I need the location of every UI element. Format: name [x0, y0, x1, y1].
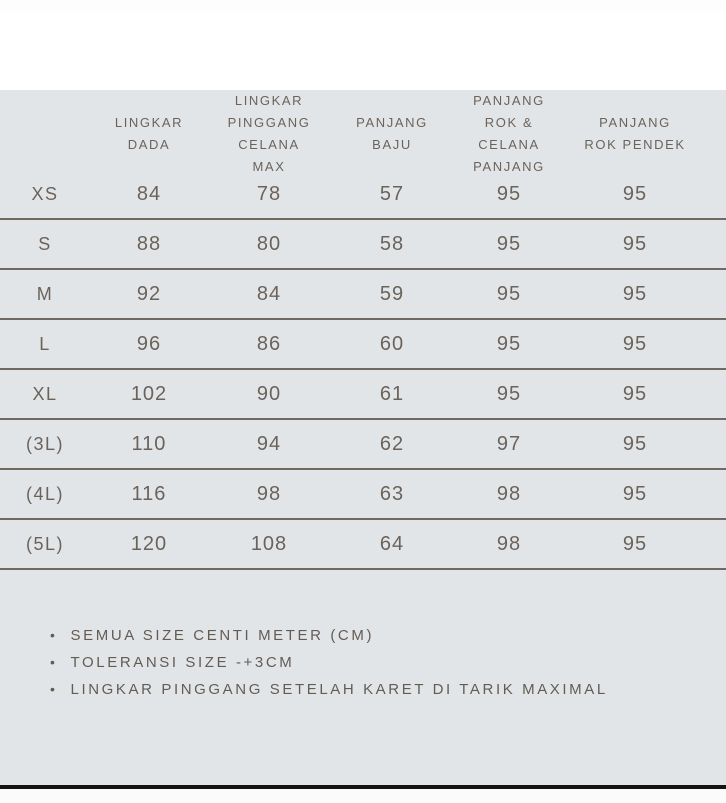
cell-value: 120	[130, 532, 168, 555]
table-header-row: LINGKAR DADA LINGKAR PINGGANG CELANA MAX…	[0, 90, 726, 174]
column-header-panjang-rok-pendek: PANJANG ROK PENDEK	[584, 115, 686, 152]
cell-value: 95	[622, 182, 648, 205]
cell-value: 92	[136, 282, 162, 305]
table-row: XS 84 78 57 95 95	[0, 170, 726, 220]
bullet-icon: •	[50, 681, 58, 697]
cell-value: 64	[379, 532, 405, 555]
top-white-strip	[0, 0, 726, 13]
table-row: S 88 80 58 95 95	[0, 220, 726, 270]
column-header-panjang-baju: PANJANG BAJU	[356, 115, 428, 152]
cell-value: 59	[379, 282, 405, 305]
cell-value: 95	[622, 432, 648, 455]
cell-value: 57	[379, 182, 405, 205]
table-row: M 92 84 59 95 95	[0, 270, 726, 320]
cell-value: 58	[379, 232, 405, 255]
bottom-white-strip	[0, 789, 726, 803]
size-label: S	[38, 233, 52, 254]
note-item: • SEMUA SIZE CENTI METER (CM)	[50, 622, 706, 649]
size-label: XS	[31, 183, 59, 204]
note-text: SEMUA SIZE CENTI METER (CM)	[70, 627, 375, 644]
table-row: (3L) 110 94 62 97 95	[0, 420, 726, 470]
size-label: (5L)	[25, 533, 64, 554]
cell-value: 95	[622, 282, 648, 305]
cell-value: 61	[379, 382, 405, 405]
cell-value: 95	[496, 282, 522, 305]
cell-value: 90	[256, 382, 282, 405]
cell-value: 95	[622, 382, 648, 405]
cell-value: 98	[496, 532, 522, 555]
cell-value: 95	[496, 182, 522, 205]
cell-value: 78	[256, 182, 282, 205]
cell-value: 94	[256, 432, 282, 455]
cell-value: 95	[496, 232, 522, 255]
cell-value: 95	[622, 482, 648, 505]
cell-value: 98	[256, 482, 282, 505]
cell-value: 110	[131, 432, 167, 455]
cell-value: 95	[622, 332, 648, 355]
size-label: L	[39, 333, 51, 354]
cell-value: 88	[136, 232, 162, 255]
size-label: (3L)	[25, 433, 64, 454]
table-row: (4L) 116 98 63 98 95	[0, 470, 726, 520]
cell-value: 116	[131, 482, 167, 505]
note-item: • LINGKAR PINGGANG SETELAH KARET DI TARI…	[50, 676, 706, 703]
note-text: LINGKAR PINGGANG SETELAH KARET DI TARIK …	[70, 681, 608, 698]
cell-value: 63	[379, 482, 405, 505]
size-label: (4L)	[25, 483, 64, 504]
bullet-icon: •	[50, 627, 58, 643]
cell-value: 62	[379, 432, 405, 455]
table-row: L 96 86 60 95 95	[0, 320, 726, 370]
cell-value: 84	[136, 182, 162, 205]
cell-value: 102	[130, 382, 168, 405]
cell-value: 98	[496, 482, 522, 505]
cell-value: 80	[256, 232, 282, 255]
size-label: M	[36, 283, 54, 304]
cell-value: 96	[136, 332, 162, 355]
cell-value: 95	[622, 532, 648, 555]
size-chart-panel: LINGKAR DADA LINGKAR PINGGANG CELANA MAX…	[0, 90, 726, 785]
cell-value: 95	[496, 382, 522, 405]
cell-value: 84	[256, 282, 282, 305]
cell-value: 86	[256, 332, 282, 355]
cell-value: 97	[496, 432, 522, 455]
cell-value: 95	[622, 232, 648, 255]
cell-value: 60	[379, 332, 405, 355]
note-item: • TOLERANSI SIZE -+3CM	[50, 649, 706, 676]
notes-list: • SEMUA SIZE CENTI METER (CM) • TOLERANS…	[0, 622, 726, 703]
table-row: XL 102 90 61 95 95	[0, 370, 726, 420]
cell-value: 95	[496, 332, 522, 355]
cell-value: 108	[250, 532, 288, 555]
bullet-icon: •	[50, 654, 58, 670]
column-header-panjang-rok-celana-panjang: PANJANG ROK & CELANA PANJANG	[473, 93, 545, 174]
column-header-lingkar-pinggang-celana-max: LINGKAR PINGGANG CELANA MAX	[227, 93, 311, 174]
column-header-lingkar-dada: LINGKAR DADA	[114, 115, 184, 152]
size-label: XL	[32, 383, 58, 404]
table-row: (5L) 120 108 64 98 95	[0, 520, 726, 570]
note-text: TOLERANSI SIZE -+3CM	[70, 654, 295, 671]
